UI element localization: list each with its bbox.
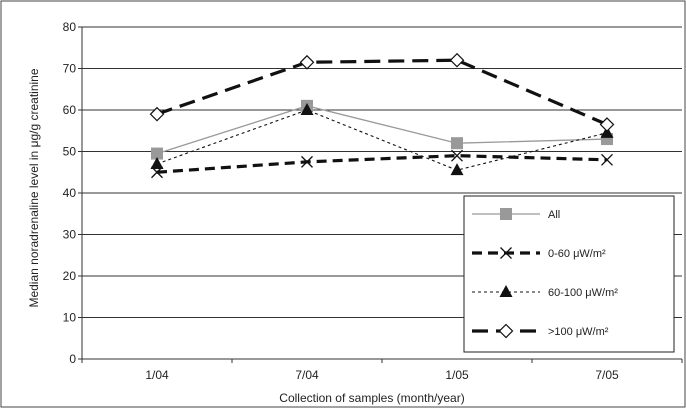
legend-label-0: All	[548, 209, 560, 221]
legend-marker-0	[500, 208, 512, 220]
data-point-2-2	[450, 163, 464, 176]
axes	[78, 26, 683, 363]
x-tick-label-2: 1/05	[445, 368, 469, 382]
y-tick-label-70: 70	[63, 62, 77, 76]
legend-label-2: 60-100 μW/m²	[548, 287, 618, 299]
series-line-3	[156, 58, 608, 126]
legend-marker-3	[498, 323, 514, 339]
y-axis-title: Median noradrenaline level in μg/g creat…	[27, 68, 41, 307]
data-point-0-0	[151, 147, 163, 160]
y-tick-label-60: 60	[63, 103, 77, 117]
y-tick-label-20: 20	[63, 269, 77, 283]
series-line-2	[156, 109, 608, 171]
data-point-1-3	[601, 153, 613, 166]
legend-box	[463, 195, 675, 353]
legend-label-3: >100 μW/m²	[548, 326, 609, 338]
y-tick-labels: 0 10 20 30 40 50 60 70 80	[63, 20, 77, 366]
x-tick-labels: 1/04 7/04 1/05 7/05	[145, 368, 619, 382]
data-point-3-0	[149, 106, 165, 122]
series-100-w-m	[149, 52, 615, 132]
data-point-2-0	[150, 156, 164, 169]
data-point-3-3	[599, 117, 615, 132]
x-tick-label-0: 1/04	[145, 368, 169, 382]
data-point-0-2	[451, 137, 463, 150]
y-tick-label-0: 0	[69, 352, 76, 366]
legend-label-1: 0-60 μW/m²	[548, 248, 606, 260]
data-point-1-1	[301, 155, 313, 168]
x-tick-label-1: 7/04	[295, 368, 319, 382]
legend-marker-2	[499, 285, 513, 297]
y-tick-label-50: 50	[63, 145, 77, 159]
y-tick-label-80: 80	[63, 20, 77, 34]
series-line-1	[156, 154, 608, 174]
y-tick-label-40: 40	[63, 186, 77, 200]
data-point-2-1	[300, 103, 314, 115]
series-group	[149, 52, 615, 179]
data-point-3-1	[299, 54, 315, 70]
data-point-3-2	[449, 52, 465, 68]
legend-marker-1	[500, 247, 512, 259]
series-line-0	[156, 105, 608, 155]
x-axis-title: Collection of samples (month/year)	[279, 391, 464, 405]
x-tick-label-3: 7/05	[595, 368, 619, 382]
legend: All 0-60 μW/m² 60-100 μW/m² >100 μW/m²	[463, 195, 675, 353]
data-point-1-2	[451, 149, 463, 162]
y-tick-label-10: 10	[63, 311, 77, 325]
y-tick-label-30: 30	[63, 228, 77, 242]
